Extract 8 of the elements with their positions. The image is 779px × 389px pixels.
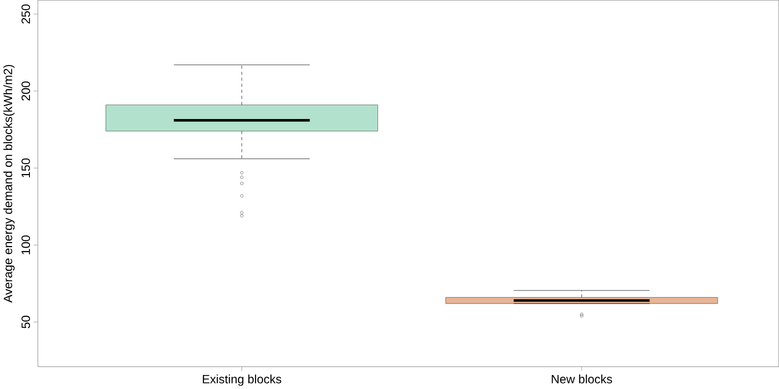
y-tick-label: 200 [22, 81, 30, 100]
x-tick-label: Existing blocks [202, 374, 282, 386]
y-tick-label: 50 [22, 316, 30, 328]
y-tick-label: 250 [22, 4, 30, 24]
x-tick-label: New blocks [552, 374, 612, 384]
y-axis-title: Average energy demand on blocks(kWh/m2) [3, 64, 15, 303]
y-tick-label: 100 [22, 235, 30, 254]
y-tick-label: 150 [22, 158, 30, 178]
